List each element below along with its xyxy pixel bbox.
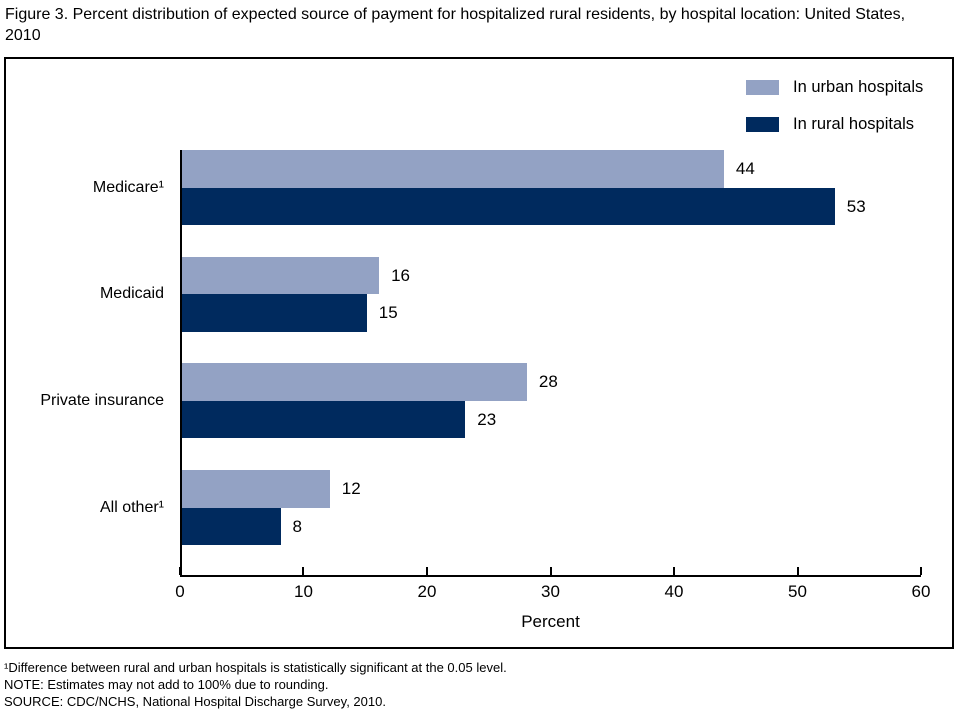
legend-item-urban: In urban hospitals bbox=[746, 76, 923, 98]
legend-item-rural: In rural hospitals bbox=[746, 113, 923, 135]
value-label-rural-1: 15 bbox=[378, 303, 398, 323]
category-label-2: Private insurance bbox=[40, 391, 164, 409]
value-label-rural-0: 53 bbox=[846, 196, 866, 216]
x-axis-tick-labels: 0 10 20 30 40 50 60 bbox=[175, 582, 930, 602]
value-label-urban-0: 44 bbox=[735, 159, 755, 178]
value-label-urban-2: 28 bbox=[538, 372, 558, 392]
bars-layer: 44 53 16 15 28 23 12 8 bbox=[182, 150, 921, 577]
bar-urban-3 bbox=[182, 470, 330, 508]
bar-rural-2 bbox=[182, 400, 466, 439]
x-tick-label-40: 40 bbox=[664, 582, 684, 601]
legend-swatch-rural-icon bbox=[746, 116, 779, 132]
category-labels: Medicare¹ Medicaid Private insurance All ot… bbox=[6, 150, 172, 577]
figure-title: Figure 3. Percent distribution of expect… bbox=[5, 6, 906, 44]
x-tick-label-60: 60 bbox=[911, 582, 931, 601]
x-tick-0 bbox=[179, 567, 181, 575]
legend-swatch-urban-icon bbox=[746, 79, 779, 95]
x-axis-line bbox=[180, 575, 921, 577]
legend: In urban hospitals In rural hospitals bbox=[746, 76, 923, 150]
x-tick-50 bbox=[796, 567, 799, 575]
value-label-rural-3: 8 bbox=[292, 516, 302, 536]
x-tick-label-0: 0 bbox=[175, 582, 185, 601]
x-axis-ticks bbox=[179, 567, 922, 575]
value-label-urban-1: 16 bbox=[391, 265, 410, 285]
category-label-3: All other¹ bbox=[99, 498, 164, 516]
bar-urban-2 bbox=[182, 363, 527, 401]
x-tick-label-50: 50 bbox=[788, 582, 807, 601]
x-tick-10 bbox=[302, 567, 305, 575]
bar-rural-1 bbox=[182, 294, 367, 332]
chart-frame: In urban hospitals In rural hospitals 44… bbox=[4, 57, 954, 649]
value-label-rural-2: 23 bbox=[477, 409, 497, 429]
legend-label-urban: In urban hospitals bbox=[793, 77, 924, 96]
plot-area: 44 53 16 15 28 23 12 8 0 10 20 30 40 50 60 bbox=[175, 150, 930, 601]
y-axis-line bbox=[180, 150, 182, 577]
value-label-urban-3: 12 bbox=[341, 479, 361, 499]
x-tick-30 bbox=[549, 567, 552, 575]
x-tick-20 bbox=[425, 567, 428, 575]
bar-rural-0 bbox=[182, 187, 835, 225]
x-tick-label-20: 20 bbox=[417, 582, 437, 601]
category-label-0: Medicare¹ bbox=[92, 178, 164, 196]
footnotes: ¹Difference between rural and urban hosp… bbox=[4, 659, 507, 710]
bar-rural-3 bbox=[182, 507, 281, 546]
footnote-significance: ¹Difference between rural and urban hosp… bbox=[4, 660, 507, 675]
footnote-note: NOTE: Estimates may not add to 100% due … bbox=[4, 677, 329, 692]
bar-urban-1 bbox=[182, 256, 380, 295]
legend-label-rural: In rural hospitals bbox=[793, 114, 915, 133]
x-tick-label-30: 30 bbox=[541, 582, 560, 601]
x-axis-title: Percent bbox=[521, 612, 580, 631]
footnote-source: SOURCE: CDC/NCHS, National Hospital Disc… bbox=[4, 694, 386, 709]
bar-urban-0 bbox=[182, 150, 724, 188]
x-tick-label-10: 10 bbox=[294, 582, 313, 601]
category-label-1: Medicaid bbox=[99, 285, 164, 303]
x-tick-40 bbox=[672, 567, 675, 575]
x-tick-60 bbox=[920, 567, 922, 575]
